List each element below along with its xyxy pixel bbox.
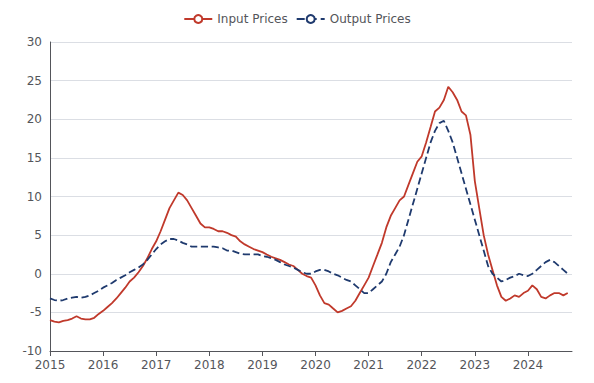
svg-text:2020: 2020 [300, 358, 331, 372]
svg-text:2016: 2016 [88, 358, 119, 372]
svg-text:2019: 2019 [247, 358, 278, 372]
svg-text:Input Prices: Input Prices [217, 12, 287, 26]
svg-text:15: 15 [27, 151, 42, 165]
svg-text:20: 20 [27, 112, 42, 126]
svg-text:2021: 2021 [353, 358, 384, 372]
svg-text:2018: 2018 [194, 358, 225, 372]
svg-text:0: 0 [34, 267, 42, 281]
svg-text:2024: 2024 [513, 358, 544, 372]
svg-text:-10: -10 [22, 344, 42, 358]
svg-text:30: 30 [27, 35, 42, 49]
svg-text:2017: 2017 [141, 358, 172, 372]
svg-text:2015: 2015 [35, 358, 66, 372]
svg-text:Output Prices: Output Prices [330, 12, 411, 26]
svg-text:2023: 2023 [460, 358, 491, 372]
svg-text:5: 5 [34, 228, 42, 242]
svg-text:10: 10 [27, 190, 42, 204]
svg-text:2022: 2022 [406, 358, 437, 372]
svg-text:-5: -5 [30, 305, 42, 319]
svg-text:25: 25 [27, 74, 42, 88]
